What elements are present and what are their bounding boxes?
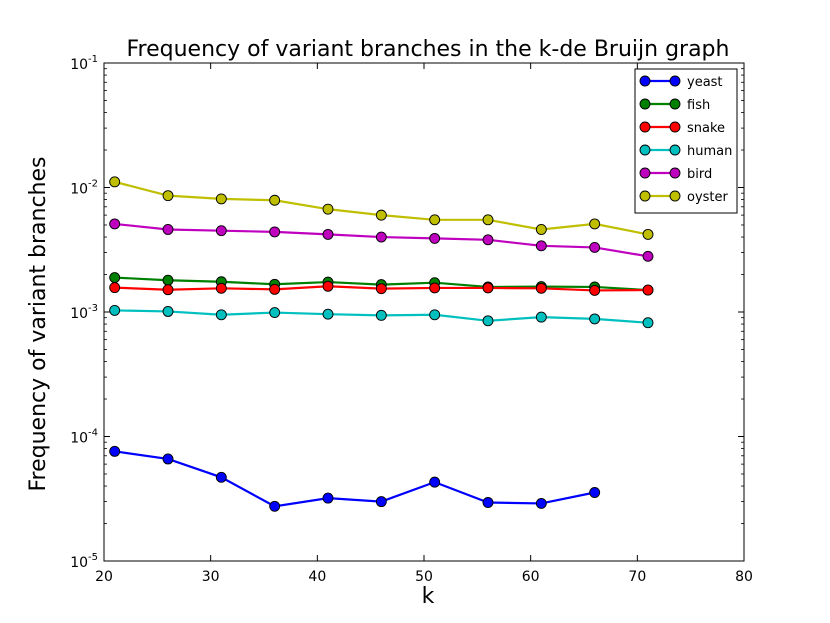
data-point-human [109, 304, 121, 316]
data-point-snake [375, 283, 387, 295]
x-tick-label: 80 [735, 569, 753, 585]
data-point-bird [322, 228, 334, 240]
data-point-bird [535, 240, 547, 252]
x-tick-label: 50 [415, 569, 433, 585]
legend-marker-oyster [669, 190, 681, 202]
x-tick-label: 70 [628, 569, 646, 585]
data-point-yeast [429, 476, 441, 488]
data-point-oyster [109, 176, 121, 188]
data-point-human [322, 308, 334, 320]
x-tick-label: 20 [95, 569, 113, 585]
legend-marker-human [639, 144, 651, 156]
data-point-snake [535, 282, 547, 294]
legend-marker-bird [669, 167, 681, 179]
data-point-human [162, 306, 174, 317]
data-point-bird [589, 241, 601, 253]
data-point-human [642, 317, 654, 329]
legend-marker-snake [639, 121, 651, 133]
legend-marker-oyster [639, 190, 651, 202]
data-point-human [215, 309, 227, 321]
data-point-yeast [322, 492, 334, 504]
x-tick-label: 60 [522, 569, 540, 585]
data-point-bird [162, 224, 174, 235]
data-point-oyster [215, 193, 227, 205]
data-point-snake [322, 280, 334, 292]
data-point-oyster [642, 228, 654, 240]
data-point-yeast [215, 471, 227, 483]
data-point-yeast [109, 445, 121, 457]
y-tick-label: 10-4 [70, 428, 98, 447]
data-point-bird [642, 250, 654, 262]
data-point-snake [482, 282, 494, 294]
data-point-human [589, 313, 601, 325]
data-point-oyster [269, 194, 281, 206]
y-tick-label: 10-1 [70, 54, 98, 73]
legend-marker-fish [639, 98, 651, 110]
data-point-oyster [162, 190, 174, 202]
legend-marker-yeast [639, 75, 651, 87]
legend-label-human: human [687, 144, 732, 159]
data-point-oyster [322, 203, 334, 215]
data-point-fish [109, 272, 121, 284]
legend-box [634, 68, 738, 214]
data-point-snake [429, 282, 441, 294]
legend-label-yeast: yeast [687, 75, 723, 90]
legend-marker-yeast [669, 75, 681, 87]
x-tick-label: 30 [202, 569, 220, 585]
legend-marker-fish [669, 98, 681, 110]
legend-marker-human [669, 144, 681, 156]
data-point-snake [109, 282, 121, 294]
data-point-oyster [535, 224, 547, 235]
y-axis-label: Frequency of variant branches [26, 156, 51, 491]
y-tick-label: 10-3 [70, 303, 98, 322]
data-point-snake [589, 284, 601, 296]
legend-label-bird: bird [687, 167, 712, 182]
series-layer [109, 176, 654, 512]
series-line-yeast [114, 450, 595, 508]
data-point-snake [642, 284, 654, 296]
legend-label-snake: snake [687, 121, 725, 136]
x-tick-label: 40 [308, 569, 326, 585]
data-point-bird [429, 232, 441, 244]
axes-layer: 20 30 40 50 60 70 80 10-5 10-4 10-3 10-2 10-1 [70, 54, 753, 585]
legend-label-fish: fish [687, 98, 710, 113]
x-axis-label: k [422, 584, 435, 609]
data-point-bird [269, 226, 281, 238]
y-tick-label: 10-2 [70, 179, 98, 198]
data-point-human [269, 307, 281, 318]
chart-title: Frequency of variant branches in the k-d… [127, 37, 730, 62]
data-point-oyster [429, 214, 441, 226]
legend-marker-snake [669, 121, 681, 133]
data-point-yeast [375, 496, 387, 508]
data-point-bird [215, 225, 227, 237]
data-point-human [482, 315, 494, 327]
data-point-oyster [482, 214, 494, 226]
data-point-bird [109, 218, 121, 230]
y-tick-label: 10-5 [70, 552, 98, 571]
data-point-yeast [269, 500, 281, 512]
data-point-yeast [482, 497, 494, 508]
data-point-yeast [589, 487, 601, 498]
legend-marker-bird [639, 167, 651, 179]
data-point-human [535, 311, 547, 323]
data-point-snake [162, 284, 174, 296]
data-point-yeast [535, 497, 547, 509]
data-point-yeast [162, 453, 174, 465]
data-point-human [429, 309, 441, 321]
data-point-human [375, 309, 387, 321]
legend-label-oyster: oyster [687, 190, 729, 205]
data-point-snake [215, 282, 227, 294]
legend: yeast fish snake human bird oyster [634, 68, 738, 214]
data-point-snake [269, 283, 281, 295]
data-point-fish [162, 274, 174, 286]
data-point-oyster [589, 218, 601, 230]
data-point-bird [482, 234, 494, 246]
data-point-bird [375, 231, 387, 243]
data-point-oyster [375, 209, 387, 221]
